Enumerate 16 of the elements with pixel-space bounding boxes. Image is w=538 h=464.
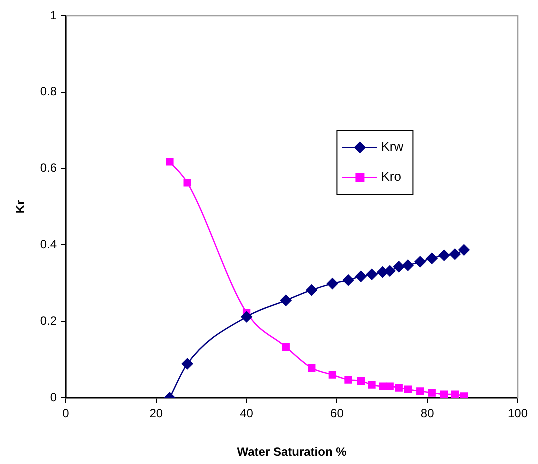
y-tick-label: 0.2 [40,314,58,328]
x-tick-label: 0 [62,406,70,421]
x-tick-label: 100 [508,406,528,421]
y-tick-label: 0 [50,390,58,404]
x-tick-label: 20 [150,406,164,421]
y-axis-title: Kr [14,200,28,214]
y-tick-label: 0.8 [40,84,58,99]
y-tick-label: 0.6 [40,161,58,176]
legend-label: Krw [381,139,404,154]
legend-label: Kro [381,169,402,184]
x-tick-label: 60 [330,406,344,421]
y-tick-label: 1 [50,8,58,22]
y-tick-label: 0.4 [40,238,58,252]
x-tick-label: 40 [240,406,254,421]
x-axis-title: Water Saturation % [237,445,348,460]
x-tick-label: 80 [420,406,435,421]
